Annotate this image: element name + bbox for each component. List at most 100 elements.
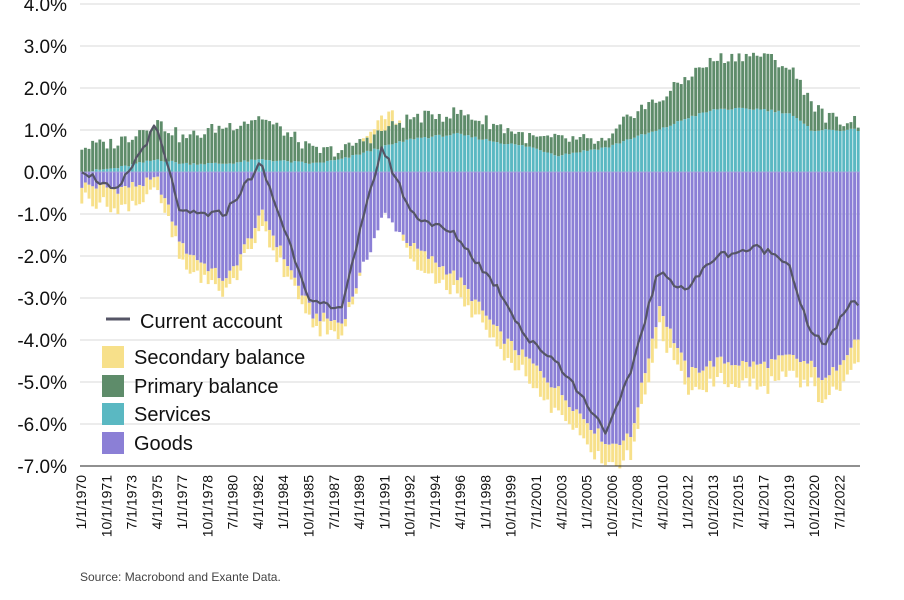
bar-services: [762, 109, 766, 172]
bar-goods: [289, 172, 293, 271]
bar-primary-balance: [744, 53, 748, 109]
x-tick-label: 4/1/1982: [250, 475, 266, 530]
bar-secondary-balance: [629, 437, 633, 461]
bar-services: [94, 169, 98, 172]
bar-services: [268, 160, 272, 172]
bar-secondary-balance: [181, 243, 185, 260]
bar-secondary-balance: [123, 186, 127, 205]
bar-secondary-balance: [271, 235, 275, 251]
bar-services: [719, 108, 723, 172]
bar-secondary-balance: [481, 310, 485, 323]
bar-primary-balance: [506, 128, 510, 145]
bar-services: [437, 134, 441, 172]
bar-secondary-balance: [578, 413, 582, 436]
bar-goods: [199, 172, 203, 263]
bar-goods: [593, 172, 597, 434]
bar-services: [510, 143, 513, 172]
bar-primary-balance: [632, 118, 636, 138]
bar-services: [701, 112, 705, 172]
bar-secondary-balance: [163, 198, 167, 213]
bar-primary-balance: [217, 125, 221, 164]
bar-services: [553, 155, 557, 172]
bar-secondary-balance: [297, 285, 300, 300]
bar-primary-balance: [661, 100, 665, 128]
bar-goods: [636, 172, 640, 408]
bar-goods: [416, 172, 420, 249]
bar-secondary-balance: [535, 365, 539, 389]
bar-services: [246, 161, 250, 172]
bar-goods: [719, 172, 723, 357]
bar-primary-balance: [600, 137, 604, 148]
bar-primary-balance: [614, 128, 618, 144]
bar-goods: [679, 172, 683, 353]
bar-primary-balance: [687, 80, 690, 119]
bar-goods: [192, 172, 196, 256]
bar-secondary-balance: [643, 373, 647, 395]
bar-primary-balance: [798, 79, 802, 121]
bar-secondary-balance: [185, 253, 188, 270]
bar-primary-balance: [304, 141, 308, 164]
bar-secondary-balance: [676, 348, 680, 365]
bar-goods: [394, 172, 398, 232]
bar-services: [546, 152, 550, 172]
bar-primary-balance: [134, 136, 138, 164]
bar-goods: [643, 172, 647, 374]
bar-goods: [235, 172, 239, 266]
bar-services: [481, 139, 485, 172]
bar-secondary-balance: [723, 363, 727, 385]
y-tick-label: -7.0%: [17, 457, 67, 478]
bar-goods: [412, 172, 416, 244]
bar-goods: [820, 172, 824, 381]
bar-primary-balance: [148, 131, 152, 161]
bar-primary-balance: [235, 128, 239, 163]
bar-goods: [697, 172, 701, 373]
bar-secondary-balance: [307, 302, 311, 315]
bar-primary-balance: [676, 82, 680, 122]
bar-primary-balance: [473, 120, 477, 137]
bar-services: [770, 109, 773, 172]
bar-primary-balance: [271, 124, 275, 162]
bar-primary-balance: [737, 53, 741, 108]
bar-goods: [502, 172, 506, 344]
bar-goods: [441, 172, 445, 267]
bar-services: [297, 161, 300, 172]
bar-secondary-balance: [571, 411, 575, 430]
bar-primary-balance: [567, 141, 571, 155]
bar-secondary-balance: [224, 278, 228, 288]
bar-primary-balance: [726, 61, 730, 110]
bar-secondary-balance: [109, 187, 113, 213]
x-tick-label: 10/1/1992: [402, 475, 418, 537]
bar-primary-balance: [817, 105, 820, 131]
bar-secondary-balance: [650, 338, 654, 363]
bar-goods: [488, 172, 492, 320]
bar-primary-balance: [91, 140, 95, 172]
bar-services: [228, 163, 232, 172]
x-tick-label: 1/1/2012: [680, 475, 696, 530]
bar-services: [253, 159, 257, 172]
bar-services: [741, 107, 745, 172]
bar-services: [650, 131, 654, 172]
bar-services: [528, 146, 532, 172]
bar-goods: [466, 172, 470, 289]
bar-primary-balance: [278, 126, 282, 161]
bar-services: [242, 160, 246, 172]
bar-services: [798, 120, 802, 172]
bar-services: [264, 159, 268, 172]
bar-services: [538, 150, 542, 172]
bar-services: [206, 163, 210, 172]
bar-services: [705, 112, 708, 172]
bar-goods: [582, 172, 586, 420]
bar-goods: [448, 172, 452, 274]
bar-primary-balance: [347, 142, 351, 158]
bar-goods: [506, 172, 510, 339]
legend: Current account Secondary balance Primary …: [102, 311, 305, 455]
bar-services: [661, 127, 665, 172]
bar-primary-balance: [625, 114, 629, 140]
bar-goods: [856, 172, 860, 340]
bar-secondary-balance: [741, 360, 745, 381]
bar-primary-balance: [228, 123, 232, 164]
bar-primary-balance: [123, 136, 127, 166]
bar-secondary-balance: [80, 187, 84, 204]
bar-services: [423, 137, 427, 172]
bar-primary-balance: [571, 136, 575, 153]
